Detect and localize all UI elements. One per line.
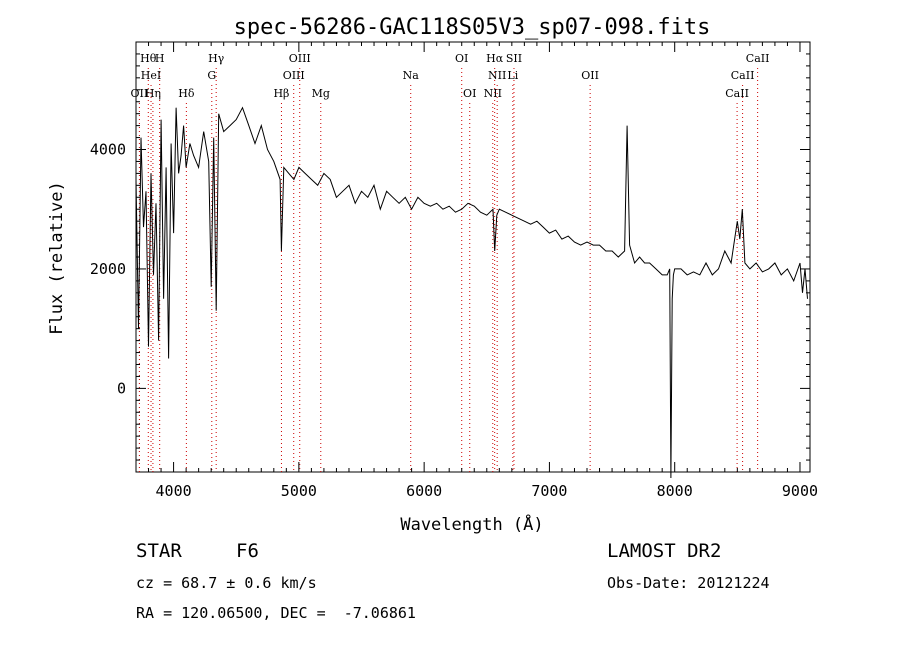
x-tick-label-8000: 8000 [657,482,693,500]
line-label-3: OII [131,87,149,100]
line-label-4: Hη [145,87,161,100]
line-label-18: Li [507,69,518,82]
line-label-21: CaII [746,52,770,65]
line-label-22: CaII [731,69,755,82]
coordinates-text: RA = 120.06500, DEC = -7.06861 [136,604,416,622]
line-label-20: OII [581,69,599,82]
redshift-text: cz = 68.7 ± 0.6 km/s [136,574,317,592]
spectrum-line [135,106,808,479]
line-label-15: Hα [486,52,504,65]
x-tick-label-9000: 9000 [782,482,818,500]
chart-title: spec-56286-GAC118S05V3_sp07-098.fits [234,15,711,40]
line-label-5: Hδ [178,87,195,100]
x-tick-label-6000: 6000 [406,482,442,500]
x-tick-label-4000: 4000 [156,482,192,500]
line-label-6: Hγ [208,52,225,65]
line-label-23: CaII [725,87,749,100]
line-label-1: H [155,52,165,65]
y-tick-label-4000: 4000 [90,141,126,159]
object-subclass: F6 [236,540,259,562]
y-axis-label: Flux (relative) [47,181,67,335]
line-label-7: G [207,69,216,82]
plot-frame [135,41,811,473]
line-label-12: Na [403,69,420,82]
object-class: STAR [136,540,182,562]
line-label-11: Mg [312,87,330,100]
survey-label: LAMOST DR2 [607,540,722,562]
x-axis-label: Wavelength (Å) [400,513,543,535]
line-label-9: OIII [289,52,311,65]
y-tick-label-2000: 2000 [90,260,126,278]
x-tick-label-5000: 5000 [281,482,317,500]
y-axis: 0 2000 4000 [90,41,810,461]
y-tick-label-0: 0 [117,379,126,397]
spectrum-series [135,106,808,479]
line-label-13: OI [455,52,468,65]
line-label-14: OI [463,87,476,100]
line-label-10: OIII [283,69,305,82]
line-label-17: NII [488,69,506,82]
x-axis: 4000 5000 6000 7000 8000 9000 [135,42,818,500]
line-label-16: SII [506,52,522,65]
line-label-2: HeI [141,69,161,82]
line-label-0: Hθ [140,52,157,65]
line-label-8: Hβ [273,87,289,100]
x-tick-label-7000: 7000 [531,482,567,500]
obs-date-text: Obs-Date: 20121224 [607,574,770,592]
line-label-19: NII [484,87,502,100]
